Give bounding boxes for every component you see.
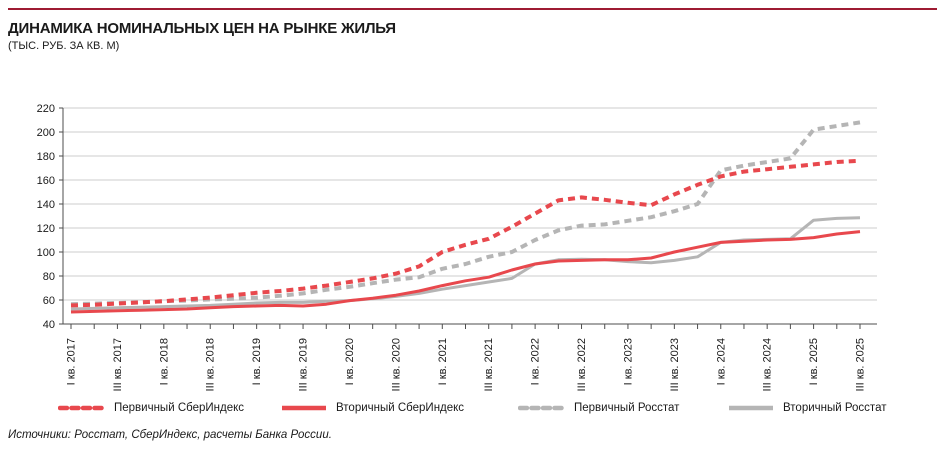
legend-item-secondary-rosstat: Вторичный Росстат [727,398,886,418]
svg-text:I кв. 2020: I кв. 2020 [344,338,356,385]
chart-subtitle: (ТЫС. РУБ. ЗА КВ. М) [8,40,120,52]
svg-text:III кв. 2018: III кв. 2018 [205,338,217,391]
svg-text:III кв. 2021: III кв. 2021 [483,338,495,391]
svg-text:80: 80 [43,271,55,283]
svg-text:III кв. 2025: III кв. 2025 [855,338,867,391]
legend-item-primary-rosstat: Первичный Росстат [518,398,679,418]
legend-label: Первичный СберИндекс [114,402,245,414]
legend-label: Вторичный СберИндекс [336,402,465,414]
legend-label: Вторичный Росстат [783,402,887,414]
legend-label: Первичный Росстат [574,402,680,414]
legend-marker-solid-red [282,405,326,411]
svg-text:I кв. 2021: I кв. 2021 [437,338,449,385]
legend-marker-solid-gray [729,405,773,411]
svg-text:I кв. 2018: I кв. 2018 [158,338,170,385]
legend-marker-dashed-red [58,405,106,411]
svg-text:200: 200 [37,127,55,139]
svg-text:I кв. 2023: I кв. 2023 [622,338,634,385]
svg-text:160: 160 [37,175,55,187]
chart-legend: Первичный СберИндекс Вторичный СберИндек… [0,398,937,418]
svg-text:220: 220 [37,103,55,115]
svg-text:I кв. 2017: I кв. 2017 [66,338,78,385]
svg-text:140: 140 [37,199,55,211]
svg-text:III кв. 2022: III кв. 2022 [576,338,588,391]
svg-text:III кв. 2017: III кв. 2017 [112,338,124,391]
svg-text:III кв. 2024: III кв. 2024 [762,338,774,391]
svg-text:III кв. 2019: III кв. 2019 [298,338,310,391]
svg-text:I кв. 2019: I кв. 2019 [251,338,263,385]
page-top-rule [8,8,937,10]
svg-text:III кв. 2020: III кв. 2020 [390,338,402,391]
svg-text:120: 120 [37,223,55,235]
svg-text:I кв. 2022: I кв. 2022 [530,338,542,385]
svg-text:100: 100 [37,247,55,259]
svg-text:60: 60 [43,295,55,307]
svg-text:III кв. 2023: III кв. 2023 [669,338,681,391]
svg-text:180: 180 [37,151,55,163]
legend-item-primary-sberindex: Первичный СберИндекс [58,398,244,418]
source-note: Источники: Росстат, СберИндекс, расчеты … [8,429,332,441]
svg-text:I кв. 2025: I кв. 2025 [808,338,820,385]
legend-marker-dashed-gray [518,405,566,411]
svg-text:40: 40 [43,319,55,331]
svg-text:I кв. 2024: I кв. 2024 [715,338,727,385]
legend-item-secondary-sberindex: Вторичный СберИндекс [280,398,464,418]
chart-title: ДИНАМИКА НОМИНАЛЬНЫХ ЦЕН НА РЫНКЕ ЖИЛЬЯ [8,20,396,37]
